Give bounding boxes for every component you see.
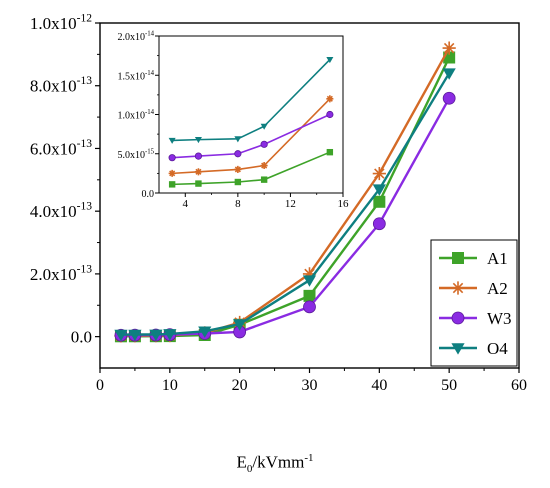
inset-y-tick-label: 1.0x10-14 (117, 109, 154, 122)
legend-label: A2 (487, 279, 508, 298)
data-point-W3 (372, 217, 386, 231)
inset-chart: 4 8 12 16 0.0 5.0x10-15 1.0x10-14 1.5x10-14 2.0x… (117, 31, 349, 211)
inset-data-point-W3 (260, 140, 268, 148)
inset-series-A1 (168, 148, 334, 188)
inset-data-point-A2 (234, 165, 242, 173)
x-tick-label: 10 (162, 377, 178, 394)
inset-y-tick-label: 0.0 (142, 189, 155, 200)
y-tick-label: 8.0x10-13 (30, 74, 92, 96)
legend-marker (451, 343, 465, 355)
legend-box (430, 239, 518, 367)
x-tick-label: 30 (302, 377, 318, 394)
data-point-A2 (302, 267, 317, 281)
data-point-O4 (198, 326, 212, 338)
data-point-A2 (372, 166, 386, 181)
inset-data-point-A1 (195, 180, 202, 187)
inset-x-tick-label: 8 (235, 198, 241, 210)
legend-item-A1: A1 (439, 249, 508, 268)
inset-data-point-A1 (260, 176, 268, 183)
y-tick-label: 2.0x10-13 (30, 262, 92, 284)
inset-y-tick-label: 5.0x10-15 (117, 148, 154, 161)
inset-series-A2 (168, 95, 334, 177)
data-point-A1 (373, 195, 386, 208)
data-point-A1 (303, 289, 316, 302)
inset-data-point-W3 (326, 110, 334, 119)
inset-data-point-W3 (234, 150, 242, 158)
data-point-O4 (233, 319, 247, 331)
legend-item-A2: A2 (439, 279, 508, 298)
inset-x-tick-label: 4 (183, 198, 189, 210)
data-point-W3 (442, 91, 456, 105)
data-point-O4 (149, 329, 163, 342)
inset-data-point-W3 (168, 154, 176, 162)
inset-data-point-O4 (234, 136, 242, 143)
series-O4 (114, 68, 456, 342)
legend-label: W3 (487, 309, 512, 328)
data-point-A2 (442, 41, 456, 55)
inset-data-point-O4 (260, 123, 268, 130)
legend-label: O4 (487, 339, 508, 358)
data-point-O4 (114, 329, 128, 342)
inset-data-point-A1 (326, 148, 334, 156)
x-tick-label: 20 (232, 377, 248, 394)
inset-data-point-W3 (194, 152, 203, 160)
inset-x-tick-label: 12 (285, 198, 296, 210)
inset-x-tick-label: 16 (338, 198, 350, 210)
x-axis-title: E0/kVmm-1 (236, 452, 314, 476)
inset-data-point-A2 (260, 162, 268, 170)
x-tick-label: 50 (441, 377, 457, 394)
legend: A1 A2 W3 O4 (430, 239, 518, 367)
inset-data-point-A2 (326, 95, 334, 103)
x-tick-label: 40 (371, 377, 387, 394)
inset-y-tick-label: 1.5x10-14 (117, 70, 154, 83)
y-tick-label: 4.0x10-13 (30, 200, 92, 222)
data-point-O4 (442, 68, 456, 80)
legend-marker (451, 281, 465, 295)
legend-item-O4: O4 (439, 339, 508, 358)
data-point-O4 (372, 184, 386, 196)
x-tick-label: 0 (96, 377, 104, 394)
inset-data-point-O4 (168, 137, 176, 144)
data-point-W3 (303, 300, 316, 314)
y-tick-label: 6.0x10-13 (30, 137, 92, 159)
inset-y-tick-label: 2.0x10-14 (117, 31, 154, 44)
data-point-O4 (302, 275, 317, 287)
y-tick-label: 1.0x10-12 (30, 11, 92, 33)
data-point-O4 (128, 329, 142, 342)
inset-data-point-A1 (234, 178, 242, 186)
y-tick-label: 0.0 (71, 328, 92, 347)
legend-item-W3: W3 (439, 309, 512, 328)
inset-data-point-A2 (194, 168, 202, 176)
data-point-O4 (163, 329, 177, 341)
inset-series-O4 (168, 56, 334, 144)
legend-marker (452, 252, 464, 264)
legend-marker (451, 311, 465, 325)
inset-series-W3 (168, 110, 334, 162)
legend-label: A1 (487, 249, 508, 268)
inset-data-point-A1 (168, 181, 176, 188)
inset-data-point-O4 (326, 56, 334, 64)
inset-data-point-A2 (168, 169, 176, 177)
x-tick-label: 60 (511, 377, 527, 394)
inset-data-point-O4 (194, 137, 202, 144)
